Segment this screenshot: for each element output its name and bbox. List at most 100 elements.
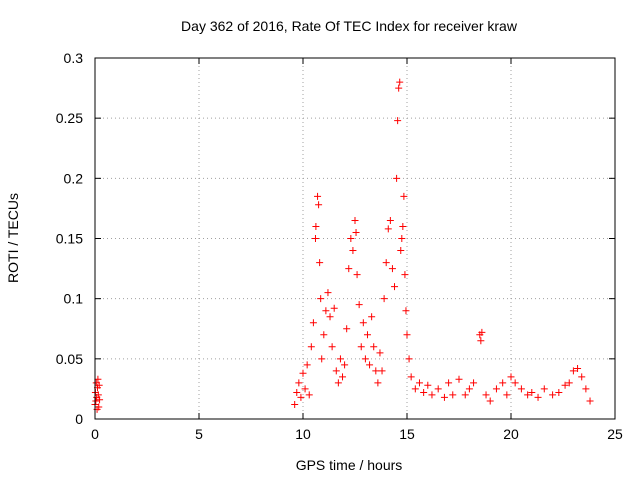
- y-tick-label: 0.2: [64, 170, 84, 186]
- data-point: [578, 373, 586, 381]
- data-point: [388, 265, 396, 273]
- data-point: [517, 385, 525, 393]
- data-point: [351, 216, 359, 224]
- data-point: [440, 393, 448, 401]
- data-point: [507, 373, 515, 381]
- data-point: [309, 319, 317, 327]
- points-layer: [91, 78, 594, 413]
- x-tick-label: 25: [607, 426, 623, 442]
- data-point: [357, 343, 365, 351]
- data-point: [582, 385, 590, 393]
- data-point: [94, 391, 102, 399]
- data-point: [399, 222, 407, 230]
- data-point: [314, 192, 322, 200]
- data-point: [405, 355, 413, 363]
- y-tick-label: 0.1: [64, 291, 84, 307]
- data-point: [328, 343, 336, 351]
- data-point: [355, 301, 363, 309]
- x-tick-label: 10: [295, 426, 311, 442]
- data-point: [524, 391, 532, 399]
- data-point: [322, 307, 330, 315]
- data-point: [391, 283, 399, 291]
- y-tick-label: 0.3: [64, 50, 84, 66]
- data-point: [336, 355, 344, 363]
- x-tick-label: 0: [91, 426, 99, 442]
- data-point: [374, 379, 382, 387]
- y-tick-label: 0.05: [56, 351, 83, 367]
- y-tick-label: 0.25: [56, 110, 83, 126]
- data-point: [449, 391, 457, 399]
- data-point: [339, 373, 347, 381]
- data-point: [295, 379, 303, 387]
- data-point: [303, 361, 311, 369]
- y-tick-label: 0: [75, 411, 83, 427]
- data-point: [534, 393, 542, 401]
- data-point: [94, 375, 102, 383]
- data-point: [95, 381, 103, 389]
- data-point: [370, 343, 378, 351]
- x-axis-label: GPS time / hours: [296, 457, 403, 473]
- data-point: [445, 379, 453, 387]
- data-point: [455, 375, 463, 383]
- data-point: [402, 307, 410, 315]
- y-tick-label: 0.15: [56, 231, 83, 247]
- data-point: [492, 385, 500, 393]
- data-point: [470, 379, 478, 387]
- y-axis-label: ROTI / TECUs: [5, 193, 21, 283]
- data-point: [397, 247, 405, 255]
- data-point: [299, 369, 307, 377]
- data-point: [334, 379, 342, 387]
- data-point: [366, 361, 374, 369]
- data-point: [561, 381, 569, 389]
- data-point: [499, 379, 507, 387]
- data-point: [528, 389, 536, 397]
- data-point: [395, 84, 403, 92]
- data-point: [372, 367, 380, 375]
- ticks-layer: 0 5 10 15 20 25 0 0.05 0.1 0.15 0.2 0.25 0.3: [56, 50, 623, 442]
- data-point: [394, 117, 402, 125]
- chart-title: Day 362 of 2016, Rate Of TEC Index for r…: [181, 18, 518, 34]
- grid-layer: [95, 58, 615, 419]
- data-point: [549, 391, 557, 399]
- data-point: [311, 235, 319, 242]
- data-point: [398, 235, 406, 242]
- data-point: [555, 389, 563, 397]
- data-point: [415, 379, 423, 387]
- data-point: [380, 295, 388, 303]
- data-point: [326, 313, 334, 321]
- data-point: [345, 265, 353, 273]
- x-tick-label: 5: [195, 426, 203, 442]
- data-point: [482, 391, 490, 399]
- data-point: [478, 328, 486, 336]
- data-point: [569, 367, 577, 375]
- data-point: [352, 228, 360, 236]
- data-point: [428, 391, 436, 399]
- data-point: [420, 389, 428, 397]
- data-point: [540, 385, 548, 393]
- x-tick-label: 15: [399, 426, 415, 442]
- data-point: [318, 355, 326, 363]
- data-point: [291, 401, 299, 409]
- data-point: [477, 337, 485, 345]
- data-point: [401, 271, 409, 279]
- data-point: [565, 379, 573, 387]
- data-point: [384, 225, 392, 233]
- data-point: [461, 391, 469, 399]
- data-point: [307, 343, 315, 351]
- data-point: [341, 361, 349, 369]
- data-point: [96, 396, 104, 404]
- data-point: [586, 397, 594, 405]
- x-tick-label: 20: [503, 426, 519, 442]
- data-point: [317, 295, 325, 303]
- data-point: [301, 385, 309, 393]
- data-point: [349, 247, 357, 255]
- data-point: [434, 385, 442, 393]
- data-point: [293, 389, 301, 397]
- data-point: [353, 271, 361, 279]
- data-point: [411, 385, 419, 393]
- data-point: [376, 349, 384, 357]
- data-point: [320, 331, 328, 339]
- data-point: [368, 313, 376, 321]
- data-point: [359, 319, 367, 327]
